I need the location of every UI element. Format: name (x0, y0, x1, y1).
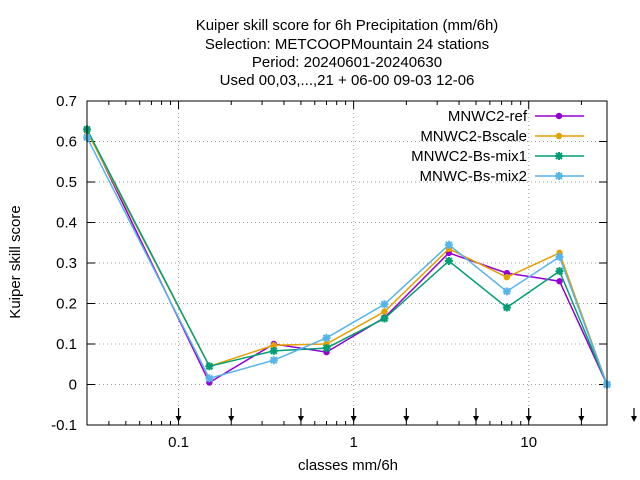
y-tick-label: 0.6 (56, 134, 77, 151)
y-tick-label: 0.7 (56, 93, 77, 110)
series-mnwc-bs-mix2 (83, 133, 611, 389)
data-point (270, 342, 278, 349)
title-line-1: Kuiper skill score for 6h Precipitation … (196, 17, 499, 34)
legend-label: MNWC2-Bs-mix1 (411, 148, 527, 165)
legend-entry: MNWC2-Bs-mix1 (411, 148, 584, 165)
data-point (380, 314, 389, 323)
title-line-2: Selection: METCOOPMountain 24 stations (205, 36, 489, 53)
plot-frame (86, 100, 608, 426)
title-line-4: Used 00,03,...,21 + 06-00 09-03 12-06 (220, 72, 475, 89)
legend-label: MNWC2-Bscale (420, 128, 527, 145)
legend-marker (555, 152, 563, 160)
y-tick-label: 0.1 (56, 336, 77, 353)
legend: MNWC2-ref MNWC2-Bscale MNWC2-Bs-mix1 MNWC-B… (411, 108, 584, 185)
y-tick-label: 0.4 (56, 215, 77, 232)
threshold-arrow (297, 408, 304, 422)
series-line (86, 137, 608, 385)
legend-marker (555, 132, 563, 140)
series-line (86, 128, 608, 385)
x-tick-label: 0.1 (168, 434, 189, 451)
data-point (502, 303, 511, 312)
threshold-arrow (350, 408, 357, 422)
data-point (380, 300, 389, 309)
legend-marker (555, 172, 563, 180)
data-point (444, 256, 453, 265)
legend-entry: MNWC2-ref (448, 108, 584, 125)
x-tick-label: 1 (349, 434, 357, 451)
data-point (503, 273, 511, 281)
y-tick-label: 0.5 (56, 174, 77, 191)
threshold-arrow (578, 408, 585, 422)
threshold-arrow (228, 408, 235, 422)
class-threshold-arrows (175, 408, 637, 422)
data-point (205, 374, 214, 383)
series-mnwc2-bs-mix1 (83, 125, 611, 389)
y-axis-label: Kuiper skill score (7, 205, 24, 318)
y-tick-label: -0.1 (51, 417, 77, 434)
y-tick-label: 0 (69, 377, 77, 394)
data-point (205, 362, 214, 371)
x-axis-label: classes mm/6h (298, 457, 398, 474)
x-axis-ticks: 0.1 1 10 (108, 101, 582, 451)
chart-title: Kuiper skill score for 6h Precipitation … (196, 17, 499, 89)
data-point (381, 308, 388, 315)
legend-marker (555, 112, 563, 120)
grid-lines (87, 101, 607, 425)
data-point (555, 267, 564, 276)
title-line-3: Period: 20240601-20240630 (252, 54, 442, 71)
legend-label: MNWC-Bs-mix2 (420, 168, 527, 185)
threshold-arrow (403, 408, 410, 422)
series-mnwc2-bscale (83, 128, 611, 388)
threshold-arrow (175, 408, 182, 422)
legend-label: MNWC2-ref (448, 108, 528, 125)
y-tick-label: 0.2 (56, 296, 77, 313)
data-point (269, 356, 278, 365)
threshold-arrow (631, 408, 637, 422)
data-point (556, 278, 563, 285)
x-tick-label: 10 (520, 434, 537, 451)
data-point (502, 287, 511, 296)
data-point (444, 240, 453, 249)
legend-entry: MNWC-Bs-mix2 (420, 168, 584, 185)
series-mnwc2-ref (83, 126, 611, 388)
data-point (322, 344, 331, 353)
data-series (83, 125, 611, 389)
threshold-arrow (473, 408, 480, 422)
data-point (555, 252, 564, 261)
threshold-arrow (525, 408, 532, 422)
legend-entry: MNWC2-Bscale (420, 128, 584, 145)
data-point (322, 333, 331, 342)
data-point (269, 346, 278, 355)
y-tick-label: 0.3 (56, 255, 77, 272)
y-axis-ticks: -0.1 0 0.1 0.2 0.3 0.4 0.5 0.6 0.7 (51, 93, 607, 434)
series-line (86, 128, 608, 385)
